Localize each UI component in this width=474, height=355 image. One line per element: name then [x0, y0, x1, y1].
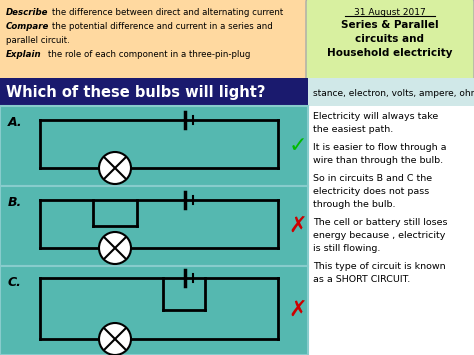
Text: parallel circuit.: parallel circuit.: [6, 36, 70, 45]
Text: C.: C.: [8, 276, 22, 289]
Text: Which of these bulbs will light?: Which of these bulbs will light?: [6, 86, 265, 100]
Circle shape: [99, 152, 131, 184]
Text: B.: B.: [8, 196, 22, 209]
Circle shape: [99, 232, 131, 264]
Circle shape: [99, 323, 131, 355]
Bar: [0, 0, 308, 78]
Text: 31 August 2017: 31 August 2017: [354, 8, 426, 17]
Text: through the bulb.: through the bulb.: [313, 200, 395, 209]
Bar: [0, 106, 308, 186]
Bar: [0, 186, 308, 266]
Text: the potential difference and current in a series and: the potential difference and current in …: [52, 22, 273, 31]
Text: energy because , electricity: energy because , electricity: [313, 231, 446, 240]
Bar: [0, 78, 308, 106]
Text: as a SHORT CIRCUIT.: as a SHORT CIRCUIT.: [313, 275, 410, 284]
Text: A.: A.: [8, 116, 23, 129]
Text: Describe: Describe: [6, 8, 48, 17]
Text: This type of circuit is known: This type of circuit is known: [313, 262, 446, 271]
Text: is still flowing.: is still flowing.: [313, 244, 380, 253]
Bar: [0, 266, 308, 355]
Bar: [308, 78, 474, 106]
Text: the role of each component in a three-pin-plug: the role of each component in a three-pi…: [48, 50, 250, 59]
Text: the easiest path.: the easiest path.: [313, 125, 393, 134]
Text: stance, electron, volts, ampere, ohm: stance, electron, volts, ampere, ohm: [313, 88, 474, 98]
Text: Series & Parallel
circuits and
Household electricity: Series & Parallel circuits and Household…: [327, 20, 453, 58]
Text: Compare: Compare: [6, 22, 49, 31]
Text: Electricity will always take: Electricity will always take: [313, 112, 438, 121]
Text: ✓: ✓: [289, 136, 307, 156]
Text: It is easier to flow through a: It is easier to flow through a: [313, 143, 447, 152]
Text: ✗: ✗: [289, 216, 307, 236]
Text: Explain: Explain: [6, 50, 42, 59]
Text: The cell or battery still loses: The cell or battery still loses: [313, 218, 447, 227]
Text: electricity does not pass: electricity does not pass: [313, 187, 429, 196]
Text: ✗: ✗: [289, 300, 307, 320]
Text: So in circuits B and C the: So in circuits B and C the: [313, 174, 432, 183]
Text: the difference between direct and alternating current: the difference between direct and altern…: [52, 8, 283, 17]
FancyBboxPatch shape: [306, 0, 474, 82]
Text: wire than through the bulb.: wire than through the bulb.: [313, 156, 443, 165]
